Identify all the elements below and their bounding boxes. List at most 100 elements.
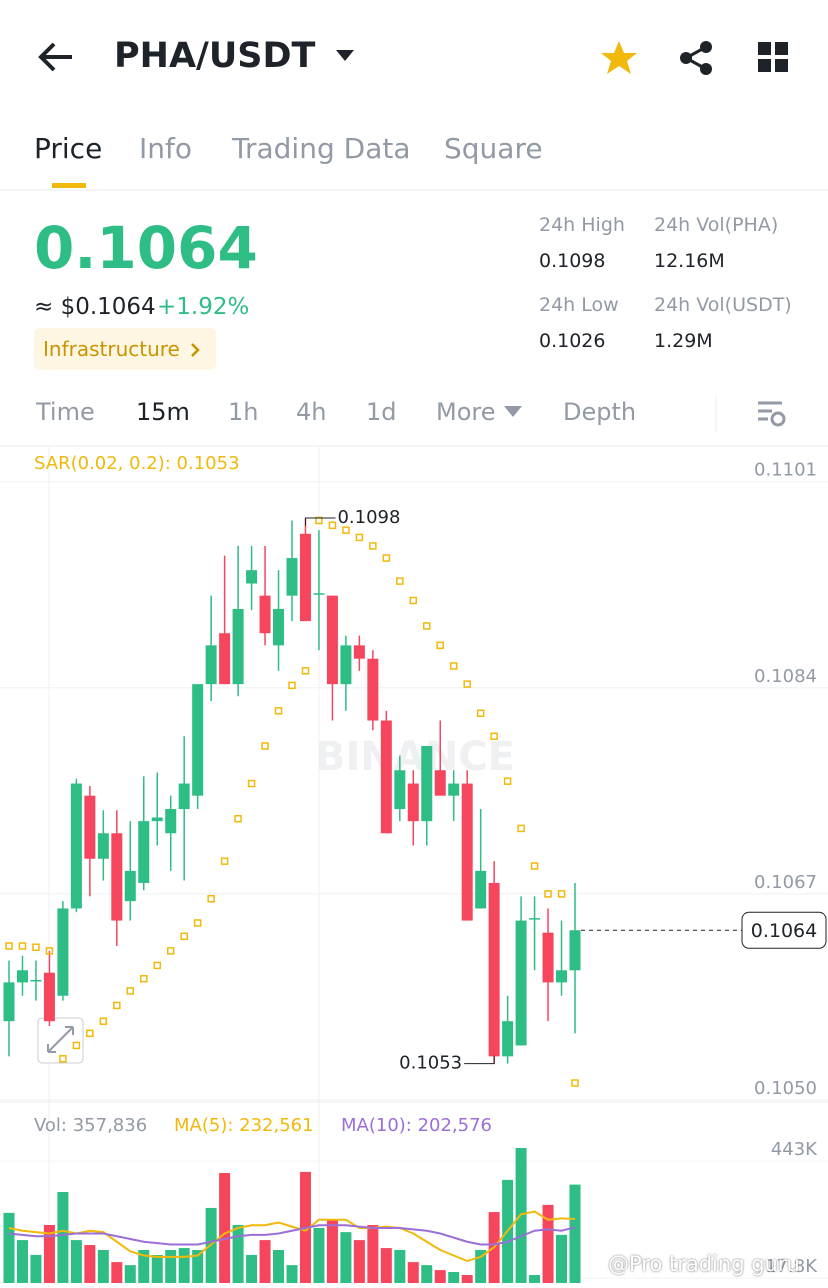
volume-bar bbox=[43, 1224, 55, 1283]
candle-body bbox=[273, 608, 285, 646]
pair-title[interactable]: PHA/USDT bbox=[114, 36, 316, 76]
volume-bar bbox=[70, 1240, 82, 1283]
volume-bar bbox=[340, 1232, 352, 1283]
sar-dot bbox=[86, 1029, 94, 1038]
sar-dot bbox=[342, 526, 350, 534]
back-button[interactable] bbox=[36, 40, 76, 74]
interval[interactable]: 1h bbox=[228, 398, 259, 426]
candle-body bbox=[30, 979, 42, 982]
candle-body bbox=[353, 645, 365, 659]
candle-body bbox=[232, 608, 244, 685]
sar-dot bbox=[449, 662, 458, 670]
candle-body bbox=[138, 821, 150, 883]
sar-dot bbox=[355, 533, 364, 542]
volume-tick-label: 17.8K bbox=[765, 1256, 818, 1277]
sar-dot bbox=[18, 942, 27, 950]
sar-dot bbox=[409, 596, 418, 605]
sar-dot bbox=[288, 681, 296, 690]
volume-bar bbox=[394, 1250, 406, 1283]
menu-grid[interactable] bbox=[758, 42, 790, 74]
sar-dot bbox=[423, 622, 431, 630]
candle-body bbox=[165, 809, 177, 834]
favorite-star[interactable] bbox=[600, 40, 638, 76]
candle-body bbox=[219, 633, 231, 685]
volume-bar bbox=[475, 1250, 487, 1283]
candle-body bbox=[380, 720, 392, 834]
fiat-price: ≈ $0.1064 bbox=[34, 294, 156, 320]
tab[interactable]: Info bbox=[139, 132, 192, 165]
volume-bar bbox=[57, 1191, 69, 1283]
last-price: 0.1064 bbox=[34, 214, 258, 282]
candle-body bbox=[3, 982, 15, 1022]
chart-settings[interactable] bbox=[756, 400, 788, 428]
volume-bar bbox=[178, 1248, 190, 1283]
sar-dot bbox=[557, 890, 566, 898]
volume-bar bbox=[219, 1173, 231, 1283]
sar-dot bbox=[99, 1017, 108, 1025]
candle-body bbox=[246, 570, 258, 584]
volume-bar bbox=[259, 1240, 271, 1283]
volume-bar bbox=[151, 1254, 163, 1283]
sar-dot bbox=[315, 516, 323, 525]
volume-bar bbox=[434, 1270, 446, 1283]
sar-dot bbox=[503, 777, 512, 785]
interval[interactable]: Depth bbox=[563, 398, 637, 426]
watermark: BINANCE bbox=[315, 734, 515, 780]
y-tick-label: 0.1084 bbox=[754, 666, 817, 687]
sar-dot bbox=[234, 814, 242, 823]
sar-dot bbox=[261, 742, 269, 750]
sar-dot bbox=[544, 890, 552, 898]
sar-dot bbox=[571, 1079, 579, 1087]
volume-label: Vol: 357,836 bbox=[34, 1115, 148, 1136]
tab[interactable]: Trading Data bbox=[232, 132, 411, 165]
ma10-label: MA(10): 202,576 bbox=[341, 1115, 493, 1136]
interval[interactable]: Time bbox=[36, 398, 95, 426]
candle-body bbox=[556, 970, 568, 983]
candle-body bbox=[97, 833, 109, 859]
share-button[interactable] bbox=[678, 40, 714, 76]
sar-dot bbox=[436, 641, 444, 650]
candle-body bbox=[434, 770, 446, 796]
interval[interactable]: 4h bbox=[296, 398, 327, 426]
volume-bar bbox=[569, 1184, 581, 1283]
volume-bar bbox=[3, 1212, 15, 1283]
tag-label: Infrastructure bbox=[43, 337, 180, 361]
tab[interactable]: Square bbox=[444, 132, 543, 165]
sar-dot bbox=[32, 943, 40, 951]
candle-body bbox=[421, 745, 433, 822]
ma5-line bbox=[8, 1210, 576, 1263]
sar-dot bbox=[369, 542, 377, 550]
last-price-box bbox=[741, 911, 827, 949]
high-label: 0.1098 bbox=[337, 507, 400, 528]
volume-bar bbox=[461, 1275, 473, 1283]
sar-dot bbox=[72, 1041, 81, 1050]
sar-dot bbox=[140, 975, 148, 983]
volume-bar bbox=[165, 1250, 177, 1283]
y-tick-label: 0.1101 bbox=[754, 460, 817, 481]
interval[interactable]: 1d bbox=[366, 398, 397, 426]
sar-dot bbox=[193, 919, 202, 927]
candle-body bbox=[43, 972, 55, 1022]
footer-watermark: @Pro trading guru bbox=[608, 1252, 800, 1276]
candle-body bbox=[461, 783, 473, 921]
volume-bar bbox=[138, 1250, 150, 1283]
volume-bar bbox=[421, 1265, 433, 1283]
candle-body bbox=[367, 658, 379, 721]
stat-label: 24h Vol(USDT) bbox=[654, 294, 792, 316]
candle-body bbox=[448, 783, 460, 796]
dropdown-caret[interactable] bbox=[336, 50, 356, 64]
volume-bar bbox=[232, 1224, 244, 1283]
sar-dot bbox=[490, 732, 498, 741]
volume-bar bbox=[97, 1250, 109, 1283]
interval[interactable]: More bbox=[436, 398, 496, 426]
stat-label: 24h High bbox=[539, 214, 625, 236]
volume-bar bbox=[542, 1204, 554, 1283]
tab-active[interactable]: Price bbox=[34, 132, 103, 165]
interval-active[interactable]: 15m bbox=[136, 398, 190, 426]
tag-chip[interactable] bbox=[34, 328, 216, 370]
stat-value: 1.29M bbox=[654, 330, 713, 352]
stat-label: 24h Vol(PHA) bbox=[654, 214, 779, 236]
sar-dot bbox=[180, 932, 188, 941]
